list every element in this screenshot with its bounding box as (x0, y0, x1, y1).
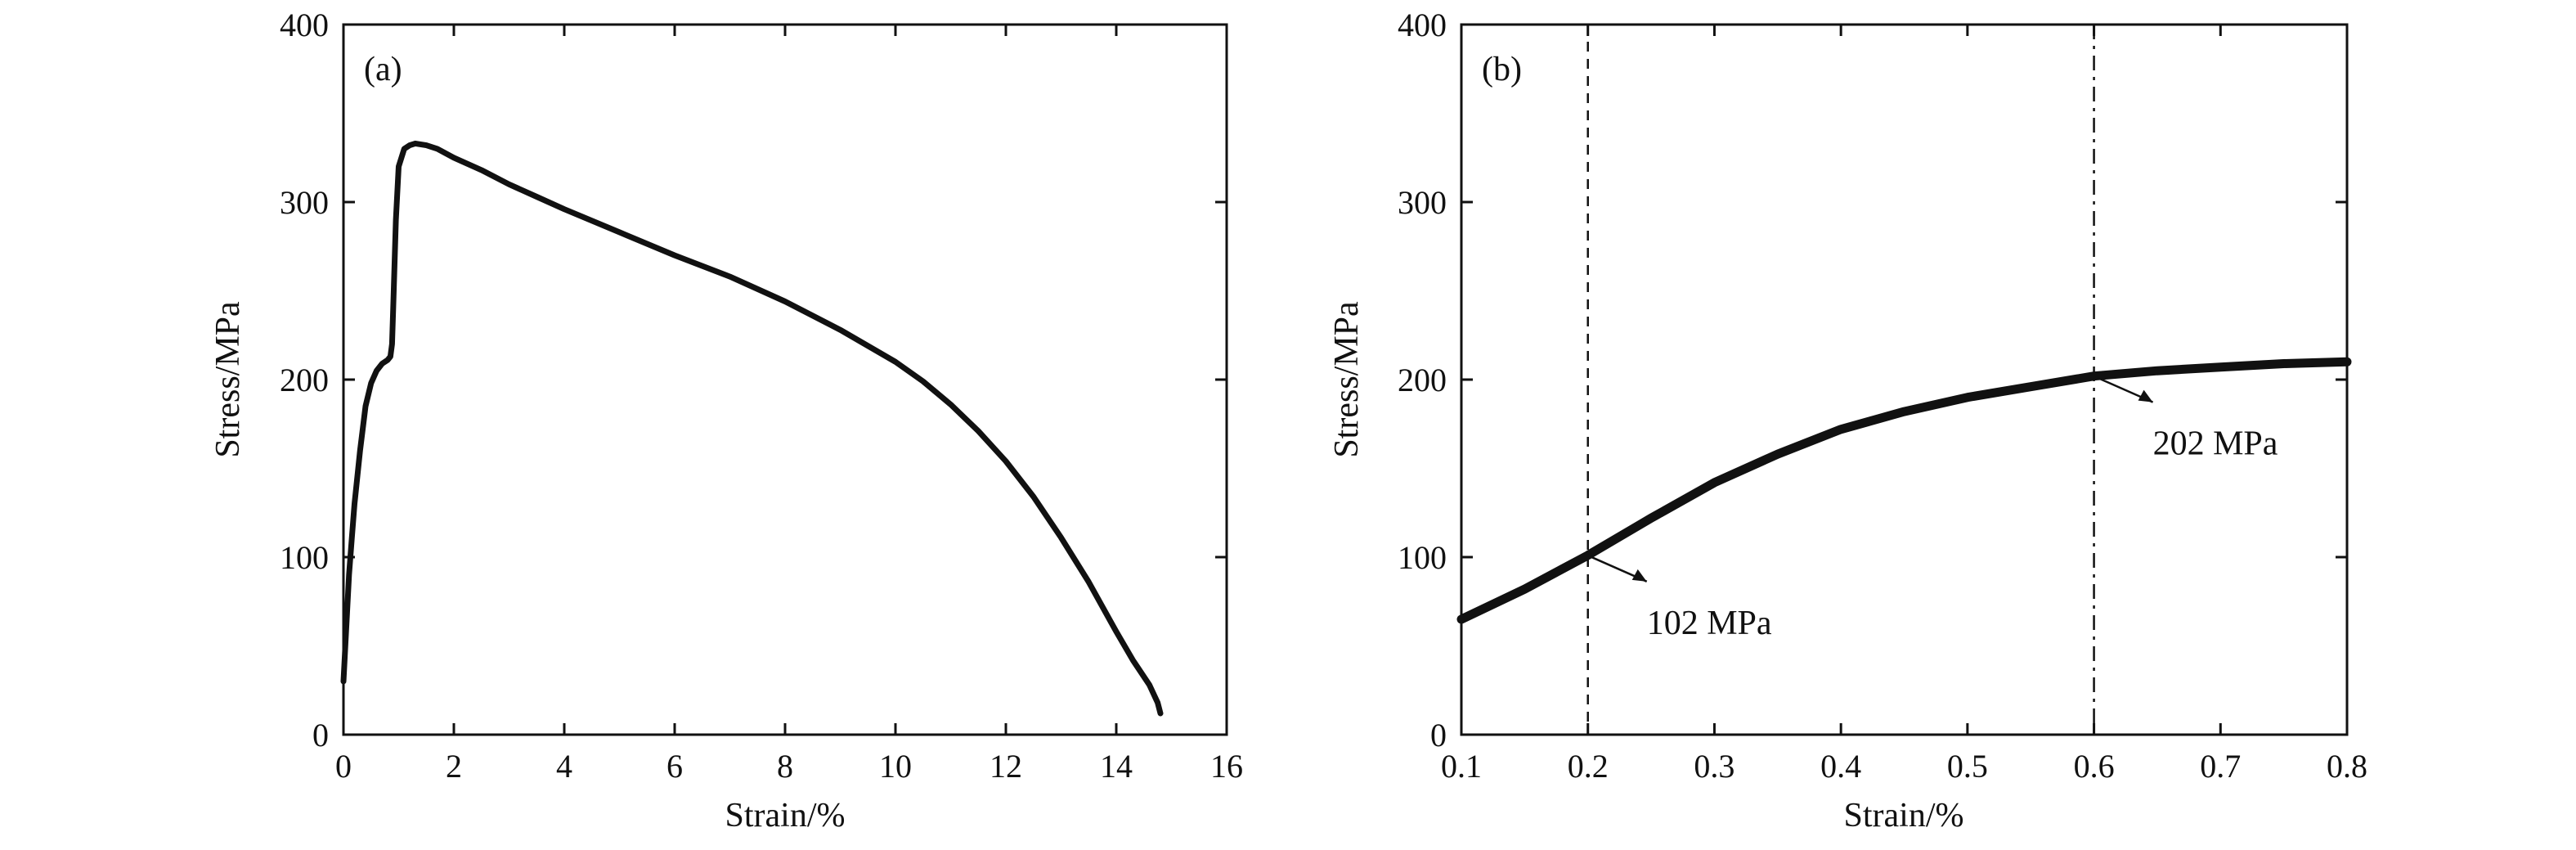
x-tick-label: 0.3 (1694, 748, 1735, 785)
annotation-arrowhead (1631, 569, 1647, 582)
x-axis-title-b: Strain/% (1844, 797, 1964, 834)
y-tick-label: 400 (280, 7, 329, 43)
stress-strain-curve-a (340, 140, 1164, 717)
panel-b: 0.1 0.2 0.3 0.4 0.5 0.6 0.7 0.8 0 100 200 300 400 10… (1328, 7, 2367, 834)
x-tick-label: 8 (777, 748, 793, 785)
x-tick-label: 2 (446, 748, 462, 785)
y-tick-label: 0 (312, 717, 329, 753)
annotation-arrowhead (2138, 389, 2153, 403)
x-tick-label: 4 (556, 748, 572, 785)
plot-frame-a (342, 23, 1228, 736)
panel-label-a: (a) (364, 51, 402, 88)
y-tick-label: 0 (1430, 717, 1447, 753)
x-tick-label: 0.2 (1568, 748, 1609, 785)
x-axis-title-a: Strain/% (725, 797, 846, 834)
y-tick-label: 200 (1398, 362, 1447, 398)
y-tick-label: 100 (280, 539, 329, 576)
x-tick-label: 0.8 (2327, 748, 2367, 785)
annotation-label: 102 MPa (1647, 605, 1772, 642)
y-tick-label: 200 (280, 362, 329, 398)
x-tick-label: 14 (1100, 748, 1133, 785)
y-axis-title-a: Stress/MPa (209, 301, 247, 458)
x-tick-label: 0 (335, 748, 352, 785)
axis-ticks-a: 0 2 4 6 8 10 12 14 16 0 100 200 300 400 (280, 7, 1243, 785)
y-tick-label: 400 (1398, 7, 1447, 43)
plot-frame-b (1460, 23, 2349, 736)
x-tick-label: 0.6 (2074, 748, 2115, 785)
x-tick-label: 0.7 (2200, 748, 2241, 785)
x-tick-label: 16 (1210, 748, 1243, 785)
y-tick-label: 100 (1398, 539, 1447, 576)
axis-ticks-b: 0.1 0.2 0.3 0.4 0.5 0.6 0.7 0.8 0 100 200 300 400 (1398, 7, 2367, 785)
annotation-label: 202 MPa (2153, 425, 2278, 463)
y-axis-title-b: Stress/MPa (1328, 301, 1366, 458)
y-tick-label: 300 (1398, 184, 1447, 221)
x-tick-label: 0.4 (1820, 748, 1861, 785)
x-tick-label: 0.1 (1441, 748, 1482, 785)
x-tick-label: 0.5 (1947, 748, 1988, 785)
x-tick-label: 12 (990, 748, 1022, 785)
y-tick-label: 300 (280, 184, 329, 221)
x-tick-label: 10 (879, 748, 912, 785)
stress-strain-curve-b (1456, 357, 2352, 624)
panel-label-b: (b) (1482, 51, 1522, 88)
annotations-b: 102 MPa 202 MPa (1591, 376, 2278, 642)
x-tick-label: 6 (666, 748, 683, 785)
